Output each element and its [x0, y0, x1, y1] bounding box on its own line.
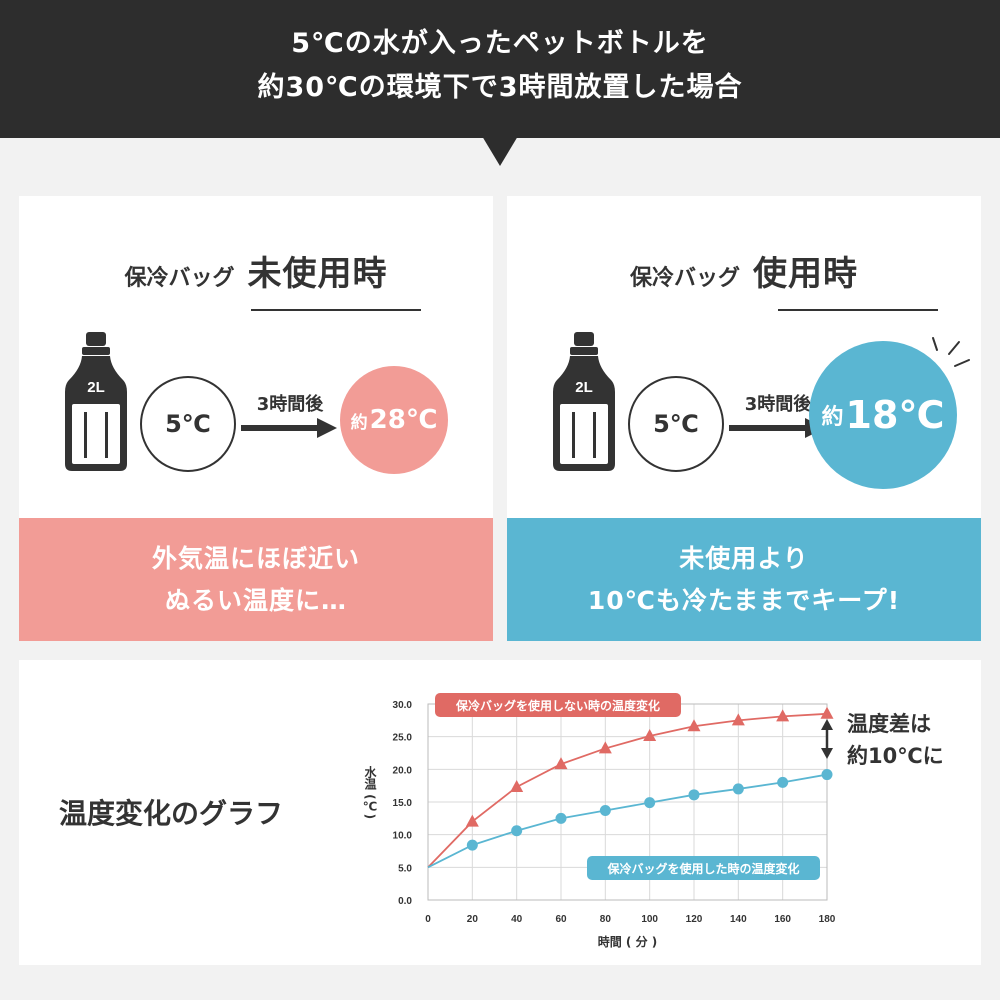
data-point-circle — [777, 776, 789, 788]
y-axis-label: 水温 (℃) — [363, 765, 377, 820]
x-tick-label: 40 — [511, 914, 523, 925]
panel-title-small: 保冷バッグ — [629, 266, 740, 291]
data-point-circle — [688, 789, 700, 801]
temperature-difference-note: 温度差は 約10℃に — [847, 708, 944, 772]
series-line — [427, 712, 828, 868]
sparkle-icon — [932, 337, 970, 367]
panel-footer: 未使用より 10℃も冷たままでキープ! — [507, 518, 981, 641]
x-tick-label: 180 — [819, 914, 836, 925]
x-tick-label: 80 — [600, 914, 612, 925]
graph-section-label: 温度変化のグラフ — [59, 797, 284, 830]
data-point-circle — [466, 839, 478, 851]
panel-footer: 外気温にほぼ近い ぬるい温度に… — [19, 518, 493, 641]
legend-badge — [435, 693, 681, 717]
end-temp-prefix: 約 — [350, 412, 368, 433]
right-arrow-icon — [241, 418, 337, 438]
diff-line-2: 約10℃に — [847, 744, 944, 768]
data-point-triangle — [776, 709, 790, 722]
start-temp-circle: 5℃ — [140, 376, 236, 472]
y-tick-label: 5.0 — [398, 863, 412, 874]
data-point-triangle — [643, 729, 657, 742]
panel-without-bag: 保冷バッグ 未使用時 2L 5℃ 3時間後 約 28℃ 外気温にほぼ近い ぬるい… — [19, 196, 493, 641]
end-temp-value: 28℃ — [369, 405, 438, 435]
title-underline — [251, 309, 421, 311]
x-tick-label: 0 — [425, 914, 431, 925]
bottle-label: 2L — [575, 379, 593, 396]
legend-label: 保冷バッグを使用した時の温度変化 — [606, 861, 799, 876]
data-point-triangle — [598, 741, 612, 754]
graph-panel: 温度変化のグラフ 0.0 5.0 10.0 15.0 20.0 25.0 30.0 0 20 40… — [19, 660, 981, 965]
data-point-circle — [511, 825, 523, 837]
end-temp-prefix: 約 — [821, 405, 844, 430]
data-point-circle — [599, 804, 611, 816]
footer-line-1: 外気温にほぼ近い — [151, 543, 360, 573]
legend-badge — [587, 856, 820, 880]
series-line — [427, 773, 828, 869]
end-temp-value: 18℃ — [845, 393, 945, 437]
data-point-triangle — [820, 706, 834, 719]
y-tick-label: 30.0 — [393, 700, 413, 711]
header-line-1: 5℃の水が入ったペットボトルを — [291, 28, 709, 59]
panel-title-big: 未使用時 — [247, 254, 388, 294]
panel-with-bag: 保冷バッグ 使用時 2L 5℃ 3時間後 約 18℃ 未使用より 10℃も冷たま… — [507, 196, 981, 641]
banner-down-arrow-icon — [482, 136, 518, 166]
title-underline — [778, 309, 938, 311]
bottle-label: 2L — [87, 379, 105, 396]
bottle-icon: 2L — [553, 332, 615, 471]
header-line-2: 約30℃の環境下で3時間放置した場合 — [257, 72, 743, 103]
footer-line-1: 未使用より — [679, 543, 809, 573]
y-tick-label: 10.0 — [393, 831, 413, 842]
x-axis-label: 時間 ( 分 ) — [598, 934, 658, 949]
data-point-circle — [732, 783, 744, 795]
start-temp-circle: 5℃ — [628, 376, 724, 472]
x-tick-label: 100 — [641, 914, 658, 925]
data-point-triangle — [465, 814, 479, 827]
x-tick-label: 60 — [555, 914, 567, 925]
y-tick-label: 0.0 — [398, 896, 412, 907]
end-temp-circle: 約 28℃ — [340, 366, 448, 474]
data-point-circle — [821, 769, 833, 781]
diff-line-1: 温度差は — [847, 712, 931, 736]
data-point-triangle — [731, 713, 745, 726]
y-tick-label: 15.0 — [393, 798, 413, 809]
arrow-label: 3時間後 — [744, 394, 812, 415]
legend-label: 保冷バッグを使用しない時の温度変化 — [455, 698, 660, 713]
temperature-chart: 0.0 5.0 10.0 15.0 20.0 25.0 30.0 0 20 40 60 80 100 12… — [363, 693, 836, 949]
bottle-icon: 2L — [65, 332, 127, 471]
diff-arrow-up-icon — [821, 719, 833, 730]
data-point-triangle — [510, 779, 524, 792]
data-point-circle — [555, 812, 567, 824]
data-point-circle — [644, 797, 656, 809]
panel-title-small: 保冷バッグ — [124, 266, 235, 291]
footer-line-2: ぬるい温度に… — [164, 585, 347, 615]
y-tick-label: 25.0 — [393, 733, 413, 744]
arrow-label: 3時間後 — [256, 394, 324, 415]
x-tick-label: 20 — [467, 914, 479, 925]
panel-title: 保冷バッグ 未使用時 — [19, 246, 493, 295]
x-tick-label: 160 — [774, 914, 791, 925]
x-tick-label: 140 — [730, 914, 747, 925]
header-banner: 5℃の水が入ったペットボトルを 約30℃の環境下で3時間放置した場合 — [0, 0, 1000, 138]
end-temp-circle: 約 18℃ — [809, 341, 957, 489]
data-point-triangle — [554, 757, 568, 770]
x-tick-label: 120 — [686, 914, 703, 925]
data-point-triangle — [687, 719, 701, 732]
footer-line-2: 10℃も冷たままでキープ! — [587, 585, 901, 615]
diff-arrow-down-icon — [821, 748, 833, 759]
panel-title: 保冷バッグ 使用時 — [507, 246, 981, 295]
panel-title-big: 使用時 — [753, 254, 859, 294]
y-tick-label: 20.0 — [393, 765, 413, 776]
